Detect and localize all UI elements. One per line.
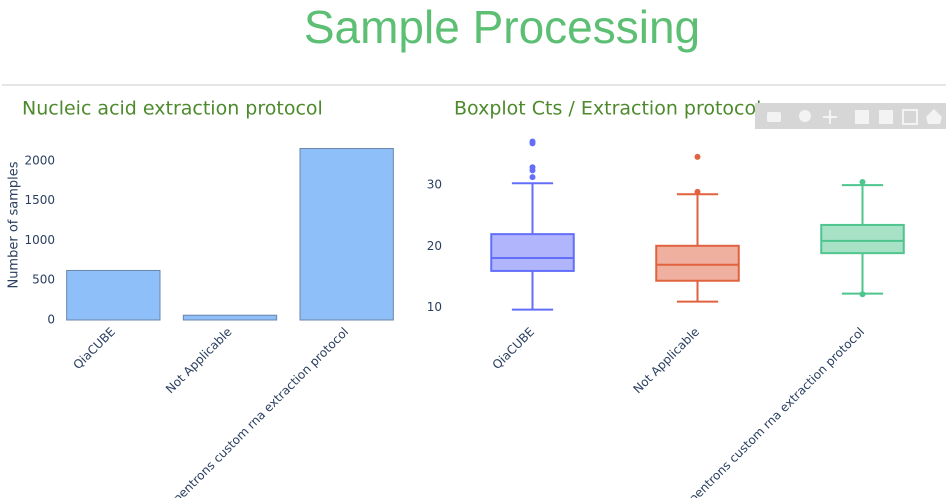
x-tick-label: QiaCUBE [490,325,537,372]
x-tick-label: Not Applicable [631,325,703,397]
bar [182,314,278,321]
outlier [694,153,701,160]
outlier [529,167,536,174]
x-tick-label: Not Applicable [163,325,235,397]
modebar[interactable] [755,103,946,129]
x-tick-label: Opentrons custom rna extraction protocol [679,325,867,498]
chart-title: Boxplot Cts / Extraction protocol [454,98,761,120]
y-axis-label: Number of samples [7,161,22,288]
y-tick-label: 1500 [24,193,55,207]
outlier [859,179,866,185]
y-tick-label: 0 [47,313,55,327]
box [820,223,905,255]
box [490,233,575,272]
outlier [529,174,536,181]
y-tick-label: 1000 [24,233,55,247]
x-tick-label: Opentrons custom rna extraction protocol [163,325,351,498]
modebar-icons [767,109,942,125]
box [655,244,740,282]
page-title: Sample Processing [304,1,700,53]
y-tick-label: 500 [32,273,55,287]
outlier [859,291,866,298]
y-tick-label: 20 [427,239,442,253]
bar [66,269,161,321]
y-tick-label: 2000 [24,153,55,167]
chart-title: Nucleic acid extraction protocol [22,98,323,120]
outlier [529,140,536,147]
outlier [694,188,701,195]
y-tick-label: 30 [427,178,442,192]
x-tick-label: QiaCUBE [70,325,117,372]
y-tick-label: 10 [427,300,442,314]
bar [299,148,394,321]
